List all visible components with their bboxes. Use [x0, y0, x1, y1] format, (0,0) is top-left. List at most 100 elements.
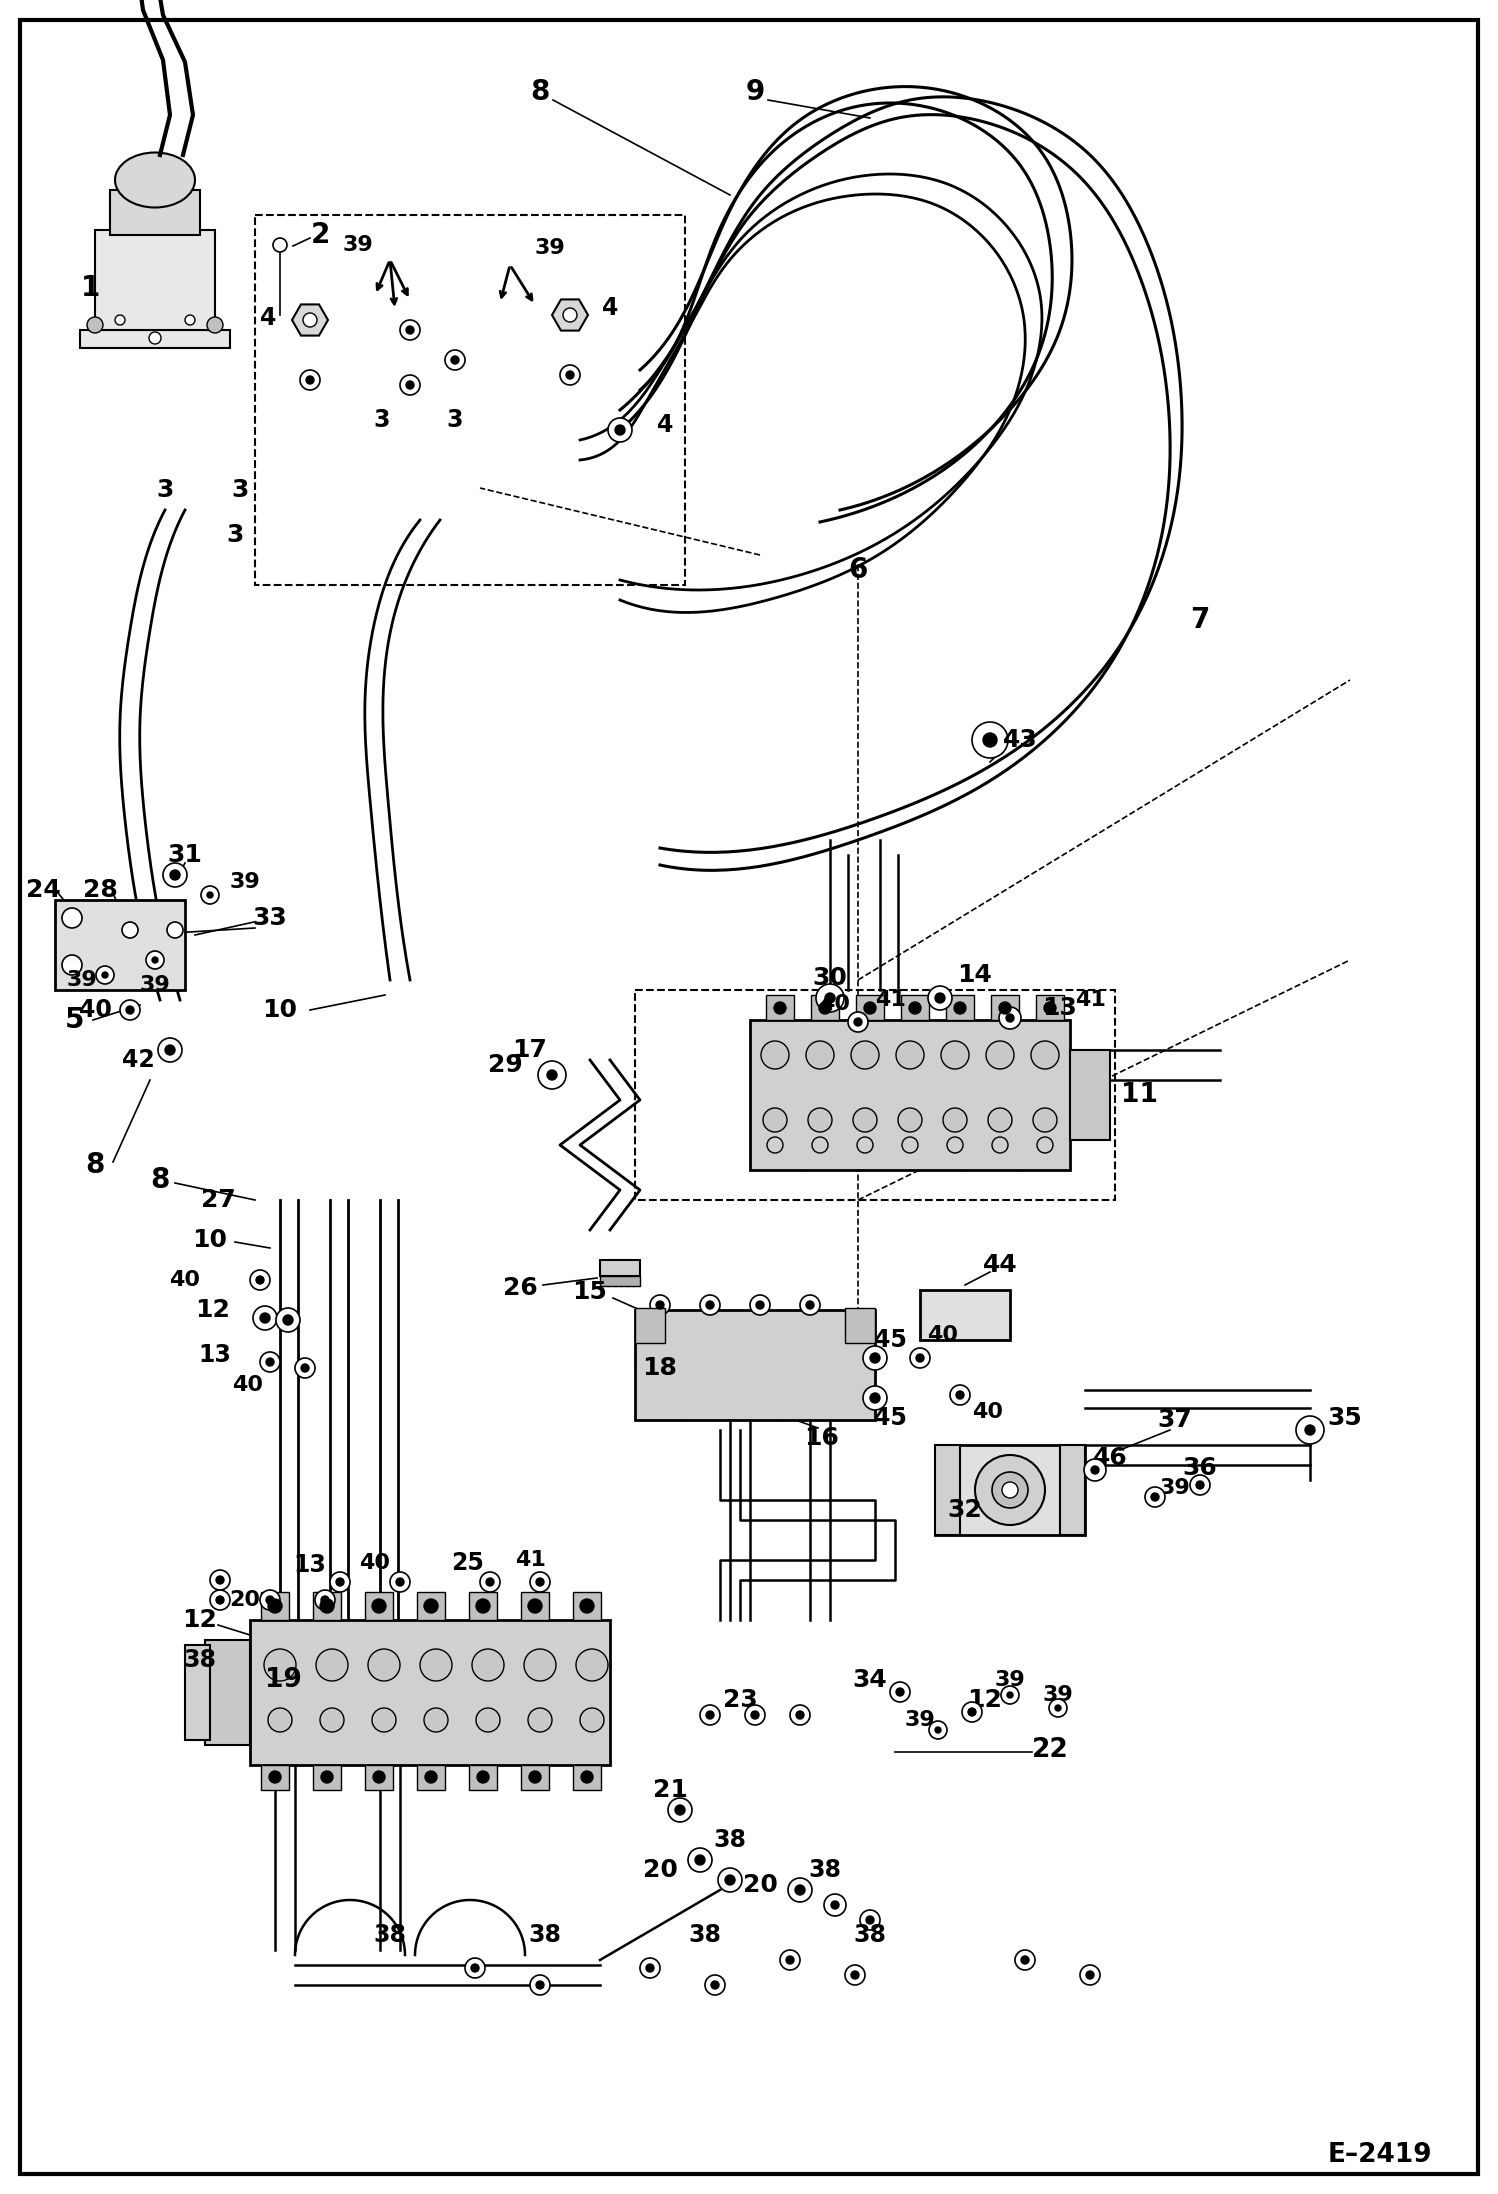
Circle shape — [321, 1599, 334, 1613]
Text: 8: 8 — [150, 1165, 169, 1194]
Text: 10: 10 — [262, 998, 298, 1022]
Circle shape — [1080, 1966, 1100, 1986]
Text: 45: 45 — [873, 1327, 906, 1352]
Circle shape — [1007, 1692, 1013, 1698]
Circle shape — [1144, 1488, 1165, 1507]
Circle shape — [718, 1867, 742, 1891]
Circle shape — [530, 1975, 550, 1994]
Circle shape — [315, 1591, 336, 1610]
Circle shape — [321, 1707, 345, 1731]
Circle shape — [547, 1071, 557, 1079]
Circle shape — [975, 1455, 1046, 1525]
Circle shape — [954, 1003, 966, 1014]
Circle shape — [688, 1847, 712, 1871]
Circle shape — [276, 1308, 300, 1332]
Circle shape — [216, 1595, 225, 1604]
Text: 31: 31 — [168, 842, 202, 867]
Circle shape — [745, 1705, 765, 1724]
Bar — [574, 1764, 601, 1790]
Circle shape — [261, 1591, 280, 1610]
Circle shape — [786, 1957, 794, 1964]
Circle shape — [789, 1705, 810, 1724]
Ellipse shape — [115, 154, 195, 208]
Text: 20: 20 — [229, 1591, 261, 1610]
Circle shape — [1296, 1415, 1324, 1444]
Text: 30: 30 — [812, 965, 848, 989]
Text: 40: 40 — [972, 1402, 1004, 1422]
Text: 39: 39 — [905, 1709, 935, 1731]
Bar — [416, 1593, 445, 1619]
Bar — [750, 1020, 1070, 1169]
Text: 22: 22 — [1032, 1738, 1068, 1764]
Circle shape — [464, 1957, 485, 1979]
Text: 39: 39 — [139, 974, 171, 996]
Bar — [810, 996, 839, 1020]
Circle shape — [1001, 1685, 1019, 1705]
Circle shape — [316, 1650, 348, 1681]
Circle shape — [303, 314, 318, 327]
Text: 39: 39 — [1043, 1685, 1074, 1705]
Circle shape — [527, 1599, 542, 1613]
Circle shape — [301, 1365, 309, 1371]
Circle shape — [992, 1472, 1028, 1507]
Circle shape — [947, 1136, 963, 1154]
Bar — [635, 1308, 665, 1343]
Circle shape — [935, 1727, 941, 1733]
Circle shape — [445, 351, 464, 371]
Circle shape — [706, 1975, 725, 1994]
Circle shape — [538, 1062, 566, 1088]
Circle shape — [120, 1000, 139, 1020]
Text: 40: 40 — [927, 1325, 959, 1345]
Circle shape — [999, 1007, 1022, 1029]
Circle shape — [968, 1707, 977, 1716]
Circle shape — [479, 1571, 500, 1593]
Circle shape — [563, 307, 577, 323]
Circle shape — [863, 1387, 887, 1411]
Circle shape — [321, 1595, 330, 1604]
Circle shape — [750, 1294, 770, 1314]
Text: 7: 7 — [1191, 606, 1210, 634]
Bar — [574, 1593, 601, 1619]
Circle shape — [321, 1771, 333, 1784]
Text: 40: 40 — [169, 1270, 201, 1290]
Text: 39: 39 — [535, 237, 565, 259]
Circle shape — [646, 1964, 655, 1972]
Circle shape — [201, 886, 219, 904]
Bar — [635, 989, 1115, 1200]
Bar — [855, 996, 884, 1020]
Text: 10: 10 — [193, 1229, 228, 1253]
Text: 8: 8 — [530, 79, 550, 105]
Circle shape — [831, 1900, 839, 1909]
Polygon shape — [551, 298, 589, 331]
Text: 3: 3 — [156, 478, 174, 502]
Bar — [313, 1764, 342, 1790]
Circle shape — [330, 1571, 351, 1593]
Circle shape — [261, 1352, 280, 1371]
Text: 4: 4 — [656, 412, 673, 437]
Circle shape — [216, 1575, 225, 1584]
Circle shape — [476, 1599, 490, 1613]
Bar — [55, 900, 184, 989]
Text: 1: 1 — [81, 274, 100, 303]
Circle shape — [941, 1040, 969, 1068]
Circle shape — [851, 1970, 858, 1979]
Circle shape — [485, 1577, 494, 1586]
Circle shape — [864, 1003, 876, 1014]
Circle shape — [1034, 1108, 1058, 1132]
Circle shape — [725, 1876, 736, 1885]
Text: 4: 4 — [259, 305, 276, 329]
Circle shape — [986, 1040, 1014, 1068]
Circle shape — [166, 921, 183, 939]
Circle shape — [306, 375, 315, 384]
Circle shape — [264, 1650, 297, 1681]
Circle shape — [300, 371, 321, 391]
Text: 13: 13 — [1043, 996, 1077, 1020]
Text: 21: 21 — [653, 1777, 688, 1801]
Circle shape — [950, 1384, 971, 1404]
Circle shape — [935, 994, 945, 1003]
Circle shape — [640, 1957, 661, 1979]
Circle shape — [915, 1354, 924, 1362]
Text: 23: 23 — [722, 1687, 758, 1711]
Circle shape — [870, 1354, 879, 1362]
Circle shape — [424, 1599, 437, 1613]
